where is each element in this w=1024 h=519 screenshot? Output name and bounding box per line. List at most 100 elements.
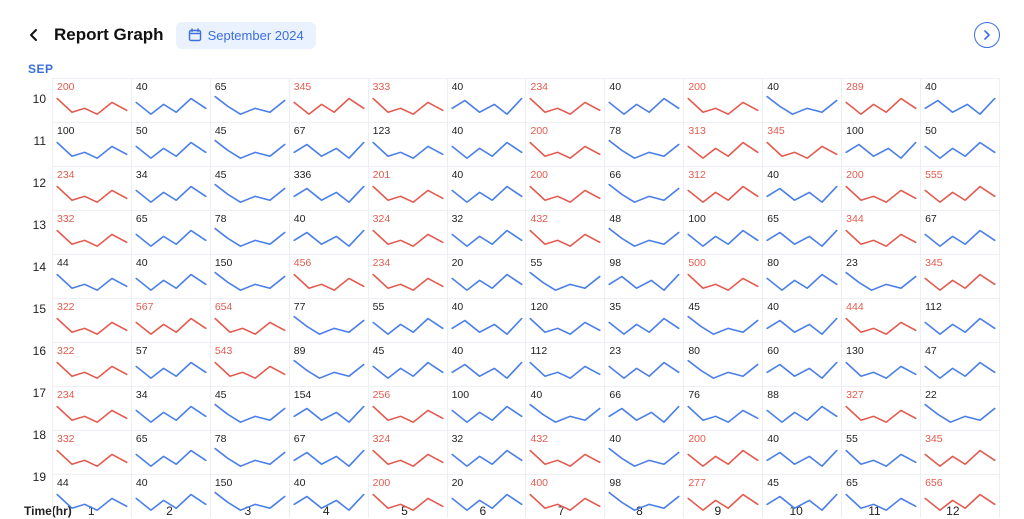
chart-cell[interactable]: 50 xyxy=(132,123,211,167)
chart-cell[interactable]: 40 xyxy=(448,79,527,123)
chart-cell[interactable]: 543 xyxy=(211,343,290,387)
chart-cell[interactable]: 332 xyxy=(53,431,132,475)
chart-cell[interactable]: 20 xyxy=(448,475,527,518)
chart-cell[interactable]: 345 xyxy=(290,79,369,123)
chart-cell[interactable]: 45 xyxy=(763,475,842,518)
chart-cell[interactable]: 327 xyxy=(842,387,921,431)
chart-cell[interactable]: 154 xyxy=(290,387,369,431)
chart-cell[interactable]: 35 xyxy=(605,299,684,343)
chart-cell[interactable]: 200 xyxy=(369,475,448,518)
chart-cell[interactable]: 67 xyxy=(921,211,1000,255)
chart-cell[interactable]: 66 xyxy=(605,387,684,431)
chart-cell[interactable]: 234 xyxy=(53,387,132,431)
chart-cell[interactable]: 45 xyxy=(684,299,763,343)
chart-cell[interactable]: 80 xyxy=(763,255,842,299)
chart-cell[interactable]: 40 xyxy=(921,79,1000,123)
chart-cell[interactable]: 78 xyxy=(605,123,684,167)
next-button[interactable] xyxy=(974,22,1000,48)
chart-cell[interactable]: 48 xyxy=(605,211,684,255)
chart-cell[interactable]: 40 xyxy=(763,79,842,123)
chart-cell[interactable]: 322 xyxy=(53,299,132,343)
chart-cell[interactable]: 400 xyxy=(526,475,605,518)
chart-cell[interactable]: 55 xyxy=(842,431,921,475)
chart-cell[interactable]: 40 xyxy=(763,431,842,475)
chart-cell[interactable]: 77 xyxy=(290,299,369,343)
chart-cell[interactable]: 201 xyxy=(369,167,448,211)
chart-cell[interactable]: 40 xyxy=(763,167,842,211)
chart-cell[interactable]: 289 xyxy=(842,79,921,123)
chart-cell[interactable]: 65 xyxy=(763,211,842,255)
chart-cell[interactable]: 200 xyxy=(684,431,763,475)
chart-cell[interactable]: 432 xyxy=(526,431,605,475)
chart-cell[interactable]: 57 xyxy=(132,343,211,387)
chart-cell[interactable]: 112 xyxy=(921,299,1000,343)
chart-cell[interactable]: 76 xyxy=(684,387,763,431)
chart-cell[interactable]: 150 xyxy=(211,255,290,299)
chart-cell[interactable]: 32 xyxy=(448,431,527,475)
chart-cell[interactable]: 345 xyxy=(763,123,842,167)
chart-cell[interactable]: 40 xyxy=(132,79,211,123)
chart-cell[interactable]: 336 xyxy=(290,167,369,211)
chart-cell[interactable]: 200 xyxy=(526,123,605,167)
chart-cell[interactable]: 45 xyxy=(369,343,448,387)
chart-cell[interactable]: 89 xyxy=(290,343,369,387)
chart-cell[interactable]: 345 xyxy=(921,431,1000,475)
chart-cell[interactable]: 47 xyxy=(921,343,1000,387)
chart-cell[interactable]: 40 xyxy=(448,343,527,387)
chart-cell[interactable]: 40 xyxy=(132,475,211,518)
chart-cell[interactable]: 23 xyxy=(842,255,921,299)
chart-cell[interactable]: 98 xyxy=(605,475,684,518)
chart-cell[interactable]: 45 xyxy=(211,167,290,211)
chart-cell[interactable]: 120 xyxy=(526,299,605,343)
chart-cell[interactable]: 80 xyxy=(684,343,763,387)
chart-cell[interactable]: 34 xyxy=(132,167,211,211)
chart-cell[interactable]: 60 xyxy=(763,343,842,387)
chart-cell[interactable]: 345 xyxy=(921,255,1000,299)
chart-cell[interactable]: 200 xyxy=(53,79,132,123)
chart-cell[interactable]: 444 xyxy=(842,299,921,343)
chart-cell[interactable]: 332 xyxy=(53,211,132,255)
chart-cell[interactable]: 324 xyxy=(369,211,448,255)
back-button[interactable] xyxy=(24,26,42,44)
chart-cell[interactable]: 40 xyxy=(448,167,527,211)
chart-cell[interactable]: 23 xyxy=(605,343,684,387)
chart-cell[interactable]: 22 xyxy=(921,387,1000,431)
chart-cell[interactable]: 322 xyxy=(53,343,132,387)
chart-cell[interactable]: 567 xyxy=(132,299,211,343)
chart-cell[interactable]: 112 xyxy=(526,343,605,387)
chart-cell[interactable]: 65 xyxy=(132,211,211,255)
chart-cell[interactable]: 123 xyxy=(369,123,448,167)
chart-cell[interactable]: 40 xyxy=(132,255,211,299)
chart-cell[interactable]: 234 xyxy=(369,255,448,299)
chart-cell[interactable]: 40 xyxy=(605,79,684,123)
chart-cell[interactable]: 100 xyxy=(842,123,921,167)
chart-cell[interactable]: 65 xyxy=(842,475,921,518)
grid-scroll-area[interactable]: 2004065345333402344020040289401005045671… xyxy=(52,78,1000,518)
chart-cell[interactable]: 130 xyxy=(842,343,921,387)
chart-cell[interactable]: 45 xyxy=(211,387,290,431)
chart-cell[interactable]: 88 xyxy=(763,387,842,431)
chart-cell[interactable]: 40 xyxy=(605,431,684,475)
chart-cell[interactable]: 40 xyxy=(448,123,527,167)
chart-cell[interactable]: 40 xyxy=(290,475,369,518)
chart-cell[interactable]: 500 xyxy=(684,255,763,299)
chart-cell[interactable]: 40 xyxy=(448,299,527,343)
chart-cell[interactable]: 32 xyxy=(448,211,527,255)
chart-cell[interactable]: 200 xyxy=(526,167,605,211)
chart-cell[interactable]: 654 xyxy=(211,299,290,343)
chart-cell[interactable]: 40 xyxy=(763,299,842,343)
chart-cell[interactable]: 100 xyxy=(53,123,132,167)
chart-cell[interactable]: 44 xyxy=(53,475,132,518)
chart-cell[interactable]: 456 xyxy=(290,255,369,299)
chart-cell[interactable]: 313 xyxy=(684,123,763,167)
chart-cell[interactable]: 55 xyxy=(526,255,605,299)
chart-cell[interactable]: 312 xyxy=(684,167,763,211)
chart-cell[interactable]: 78 xyxy=(211,211,290,255)
chart-cell[interactable]: 40 xyxy=(290,211,369,255)
chart-cell[interactable]: 65 xyxy=(211,79,290,123)
chart-cell[interactable]: 344 xyxy=(842,211,921,255)
chart-cell[interactable]: 100 xyxy=(448,387,527,431)
chart-cell[interactable]: 277 xyxy=(684,475,763,518)
chart-cell[interactable]: 333 xyxy=(369,79,448,123)
chart-cell[interactable]: 78 xyxy=(211,431,290,475)
